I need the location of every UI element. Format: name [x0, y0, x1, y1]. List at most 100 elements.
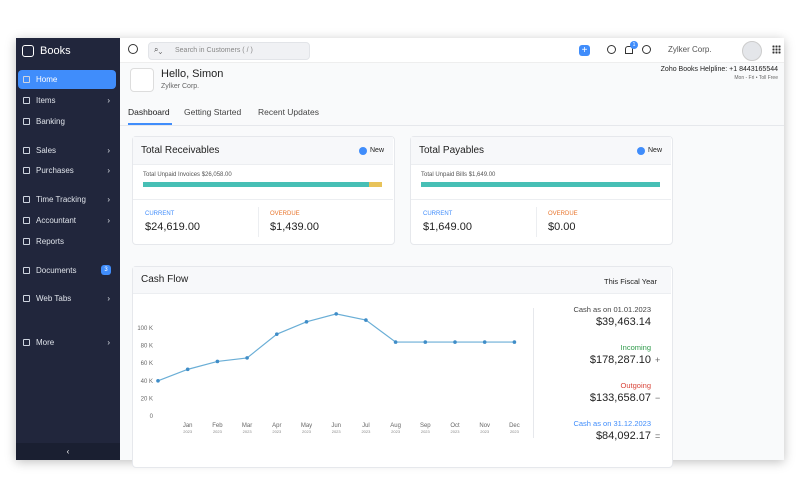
progress-overdue	[369, 182, 382, 187]
new-button[interactable]: New	[370, 147, 385, 154]
card-title: Total Receivables	[141, 145, 220, 156]
summary-value: $39,463.14	[595, 316, 651, 328]
chevron: ›	[107, 96, 110, 105]
point	[512, 340, 517, 344]
nav-item[interactable]: Accountant ›	[18, 211, 116, 230]
chevron: ›	[107, 338, 110, 347]
progress-bar	[421, 182, 660, 187]
nav-item[interactable]: Time Tracking ›	[18, 190, 116, 209]
x-tick-label: May	[301, 423, 312, 429]
summary-label: Incoming	[620, 343, 651, 352]
overdue-label: OVERDUE	[270, 211, 300, 217]
point	[453, 340, 457, 344]
nav-icon	[23, 167, 30, 174]
nav-item[interactable]: Items ›	[18, 91, 116, 110]
nav-icon	[23, 147, 30, 154]
nav-item[interactable]: Purchases ›	[18, 161, 116, 180]
nav-item[interactable]: Home	[18, 70, 116, 89]
x-tick-sublabel: 2023	[332, 429, 342, 434]
nav-item[interactable]: Web Tabs ›	[18, 289, 116, 308]
divider	[536, 207, 537, 237]
chevron: ›	[107, 216, 110, 225]
divider	[133, 199, 393, 200]
logo	[22, 45, 34, 57]
new-button[interactable]: New	[648, 147, 663, 154]
point	[393, 340, 398, 344]
recent-icon[interactable]	[128, 44, 138, 54]
x-tick-label: Aug	[390, 423, 401, 429]
tab[interactable]: Recent Updates	[258, 107, 319, 117]
nav-item[interactable]: More ›	[18, 333, 116, 352]
point	[215, 359, 220, 364]
tab[interactable]: Dashboard	[128, 107, 170, 117]
nav-icon	[23, 339, 30, 346]
current-value: $24,619.00	[145, 221, 201, 233]
summary-value: $133,658.07	[589, 392, 651, 404]
add-button[interactable]: +	[579, 45, 590, 56]
point	[334, 312, 339, 316]
settings-icon[interactable]	[642, 45, 651, 54]
bell-icon[interactable]	[625, 46, 633, 54]
x-tick-sublabel: 2023	[451, 429, 461, 434]
x-tick-sublabel: 2023	[361, 429, 371, 434]
x-tick-label: Apr	[272, 423, 281, 429]
tab[interactable]: Getting Started	[184, 107, 242, 117]
org-switcher[interactable]: Zylker Corp.	[668, 45, 712, 54]
nav-icon	[23, 295, 30, 302]
divider	[411, 199, 671, 200]
x-tick-sublabel: 2023	[421, 429, 431, 434]
helpline-hours: Mon - Fri • Toll Free	[734, 75, 778, 81]
search-box[interactable]: Search in Customers ( / ) ⌕⌄	[148, 42, 310, 60]
chevron: ›	[107, 294, 110, 303]
nav-item[interactable]: Documents 3	[18, 261, 116, 280]
y-tick-label: 80 K	[141, 344, 153, 350]
nav-item[interactable]: Banking	[18, 112, 116, 131]
summary-value: $84,092.17	[595, 430, 651, 442]
y-tick-label: 0	[150, 414, 154, 420]
overdue-label: OVERDUE	[548, 211, 578, 217]
x-tick-sublabel: 2023	[480, 429, 490, 434]
org-logo	[130, 68, 154, 92]
card-header	[411, 137, 671, 165]
card-title: Total Payables	[419, 145, 485, 156]
y-tick-label: 100 K	[137, 326, 153, 332]
x-tick-sublabel: 2023	[213, 429, 223, 434]
nav-icon	[23, 267, 30, 274]
collapse[interactable]: ‹	[16, 443, 120, 460]
x-tick-label: Oct	[450, 423, 460, 429]
notification-badge: 1	[630, 41, 638, 49]
card-header	[133, 267, 671, 294]
overdue-value: $1,439.00	[270, 221, 319, 233]
nav-item[interactable]: Reports	[18, 232, 116, 251]
x-tick-label: Sep	[420, 423, 431, 429]
org-name: Zylker Corp.	[161, 83, 200, 90]
summary-label: Cash as on 01.01.2023	[573, 305, 651, 314]
new-icon	[637, 147, 645, 155]
current-label: CURRENT	[423, 211, 453, 217]
chevron: ›	[107, 195, 110, 204]
unpaid-total: Total Unpaid Invoices $26,058.00	[143, 172, 232, 178]
badge: 3	[101, 265, 111, 275]
current-value: $1,649.00	[423, 221, 472, 233]
users-icon[interactable]	[607, 45, 616, 54]
summary-sign: +	[655, 355, 661, 365]
nav-icon	[23, 76, 30, 83]
avatar[interactable]	[742, 41, 762, 61]
cash-flow-card	[132, 266, 673, 468]
nav-icon	[23, 238, 30, 245]
x-tick-sublabel: 2023	[391, 429, 401, 434]
x-tick-sublabel: 2023	[272, 429, 282, 434]
point	[482, 340, 487, 344]
y-tick-label: 20 K	[141, 396, 153, 402]
divider	[120, 125, 784, 126]
unpaid-total: Total Unpaid Bills $1,649.00	[421, 172, 496, 178]
x-tick-label: Mar	[242, 423, 252, 429]
overdue-value: $0.00	[548, 221, 576, 233]
apps-icon[interactable]	[772, 45, 781, 54]
summary-label: Outgoing	[620, 381, 651, 390]
nav-item[interactable]: Sales ›	[18, 141, 116, 160]
period-select[interactable]: This Fiscal Year	[604, 277, 657, 286]
tab-underline	[128, 123, 172, 125]
